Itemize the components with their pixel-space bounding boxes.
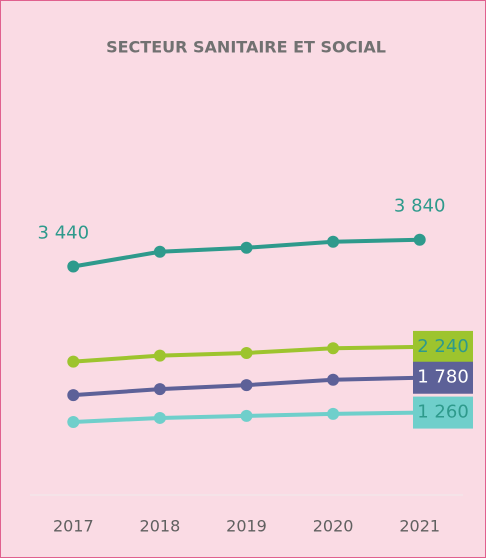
point [327,235,340,248]
data-label: 1 780 [417,367,469,388]
point [153,383,166,396]
point [240,346,253,359]
point [67,260,80,273]
point [67,355,80,368]
point [67,415,80,428]
point [327,407,340,420]
point [153,245,166,258]
data-label: 1 260 [417,402,469,423]
label-box [413,396,473,429]
x-tick-label: 2020 [313,517,354,536]
x-tick-label: 2021 [399,517,440,536]
label-box [413,361,473,394]
point [153,349,166,362]
point [413,233,426,246]
point [240,409,253,422]
point [327,373,340,386]
data-label: 3 840 [394,196,446,217]
point [327,342,340,355]
chart-title: SECTEUR SANITAIRE ET SOCIAL [106,38,386,57]
data-label: 2 240 [417,336,469,357]
x-tick-label: 2018 [140,517,181,536]
x-tick-label: 2019 [226,517,267,536]
label-box [413,330,473,363]
data-label: 3 440 [38,223,90,244]
point [240,241,253,254]
point [240,379,253,392]
point [153,411,166,424]
x-tick-label: 2017 [53,517,94,536]
point [67,389,80,402]
